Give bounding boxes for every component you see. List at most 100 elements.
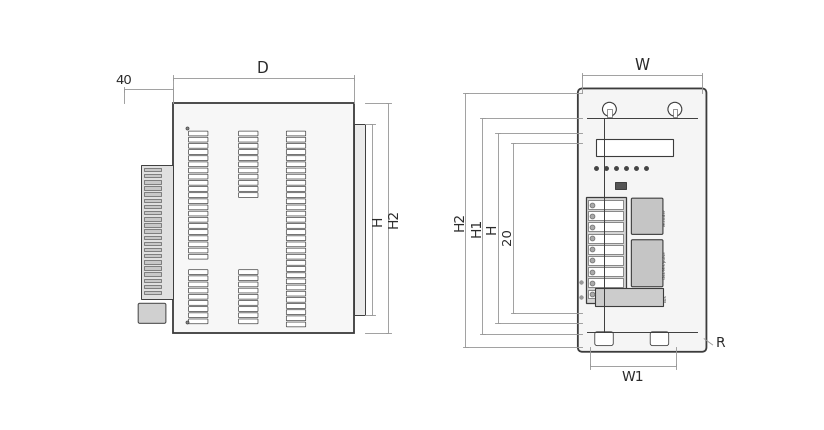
FancyBboxPatch shape xyxy=(239,193,258,198)
FancyBboxPatch shape xyxy=(189,283,208,287)
FancyBboxPatch shape xyxy=(239,319,258,324)
Bar xyxy=(144,224,162,227)
FancyBboxPatch shape xyxy=(189,132,208,137)
FancyBboxPatch shape xyxy=(189,187,208,192)
FancyBboxPatch shape xyxy=(650,332,669,346)
FancyBboxPatch shape xyxy=(286,322,306,327)
FancyBboxPatch shape xyxy=(189,212,208,216)
Text: bus: bus xyxy=(663,294,667,301)
FancyBboxPatch shape xyxy=(189,169,208,173)
FancyBboxPatch shape xyxy=(189,150,208,155)
Circle shape xyxy=(668,103,681,117)
Bar xyxy=(607,110,611,118)
Bar xyxy=(144,230,162,233)
FancyBboxPatch shape xyxy=(189,270,208,275)
FancyBboxPatch shape xyxy=(286,286,306,290)
FancyBboxPatch shape xyxy=(286,273,306,278)
FancyBboxPatch shape xyxy=(239,144,258,149)
FancyBboxPatch shape xyxy=(189,193,208,198)
Bar xyxy=(588,267,623,276)
FancyBboxPatch shape xyxy=(189,295,208,299)
FancyBboxPatch shape xyxy=(286,292,306,296)
FancyBboxPatch shape xyxy=(286,310,306,315)
Bar xyxy=(144,175,162,178)
Text: encoder: encoder xyxy=(662,208,667,226)
FancyBboxPatch shape xyxy=(239,163,258,167)
Text: 40: 40 xyxy=(116,74,133,86)
FancyBboxPatch shape xyxy=(189,249,208,253)
FancyBboxPatch shape xyxy=(286,316,306,321)
FancyBboxPatch shape xyxy=(286,218,306,223)
FancyBboxPatch shape xyxy=(286,280,306,284)
FancyBboxPatch shape xyxy=(239,301,258,306)
Bar xyxy=(588,245,623,254)
FancyBboxPatch shape xyxy=(189,181,208,186)
FancyBboxPatch shape xyxy=(286,132,306,137)
FancyBboxPatch shape xyxy=(286,304,306,309)
Text: H2: H2 xyxy=(386,209,400,228)
Bar xyxy=(144,279,162,283)
Bar xyxy=(588,279,623,288)
FancyBboxPatch shape xyxy=(189,206,208,210)
FancyBboxPatch shape xyxy=(239,295,258,299)
Bar xyxy=(144,181,162,184)
FancyBboxPatch shape xyxy=(189,255,208,259)
FancyBboxPatch shape xyxy=(189,175,208,180)
Text: R: R xyxy=(716,335,725,349)
Bar xyxy=(588,234,623,243)
FancyBboxPatch shape xyxy=(189,157,208,161)
Bar xyxy=(144,199,162,203)
Bar xyxy=(353,125,364,315)
FancyBboxPatch shape xyxy=(189,144,208,149)
FancyBboxPatch shape xyxy=(239,187,258,192)
FancyBboxPatch shape xyxy=(138,304,166,323)
FancyBboxPatch shape xyxy=(286,261,306,266)
FancyBboxPatch shape xyxy=(189,319,208,324)
Bar xyxy=(144,187,162,190)
Text: D: D xyxy=(256,61,268,76)
Text: W: W xyxy=(635,58,650,73)
FancyBboxPatch shape xyxy=(239,138,258,143)
FancyBboxPatch shape xyxy=(239,181,258,186)
Bar xyxy=(144,285,162,289)
FancyBboxPatch shape xyxy=(189,138,208,143)
FancyBboxPatch shape xyxy=(595,332,613,346)
FancyBboxPatch shape xyxy=(189,200,208,204)
Bar xyxy=(144,291,162,295)
Bar xyxy=(615,182,625,189)
FancyBboxPatch shape xyxy=(286,224,306,229)
FancyBboxPatch shape xyxy=(189,236,208,241)
FancyBboxPatch shape xyxy=(189,276,208,281)
FancyBboxPatch shape xyxy=(189,163,208,167)
FancyBboxPatch shape xyxy=(286,200,306,204)
FancyBboxPatch shape xyxy=(286,236,306,241)
Bar xyxy=(588,201,623,209)
Bar xyxy=(588,223,623,232)
Bar xyxy=(144,248,162,252)
Bar xyxy=(588,212,623,221)
Bar xyxy=(144,218,162,221)
Circle shape xyxy=(602,103,616,117)
Text: H1: H1 xyxy=(469,217,483,237)
FancyBboxPatch shape xyxy=(286,298,306,302)
Text: 20: 20 xyxy=(500,227,513,244)
FancyBboxPatch shape xyxy=(239,307,258,312)
FancyBboxPatch shape xyxy=(286,193,306,198)
FancyBboxPatch shape xyxy=(286,243,306,247)
FancyBboxPatch shape xyxy=(286,175,306,180)
FancyBboxPatch shape xyxy=(286,181,306,186)
Bar xyxy=(144,236,162,240)
FancyBboxPatch shape xyxy=(239,313,258,318)
FancyBboxPatch shape xyxy=(239,175,258,180)
Text: CN3/MH/pulse: CN3/MH/pulse xyxy=(662,249,667,278)
FancyBboxPatch shape xyxy=(189,218,208,223)
FancyBboxPatch shape xyxy=(239,289,258,293)
FancyBboxPatch shape xyxy=(189,313,208,318)
Bar xyxy=(588,256,623,265)
FancyBboxPatch shape xyxy=(239,276,258,281)
Bar xyxy=(144,212,162,215)
Bar xyxy=(595,288,662,307)
FancyBboxPatch shape xyxy=(286,206,306,210)
Bar xyxy=(597,140,673,157)
Bar xyxy=(144,205,162,209)
